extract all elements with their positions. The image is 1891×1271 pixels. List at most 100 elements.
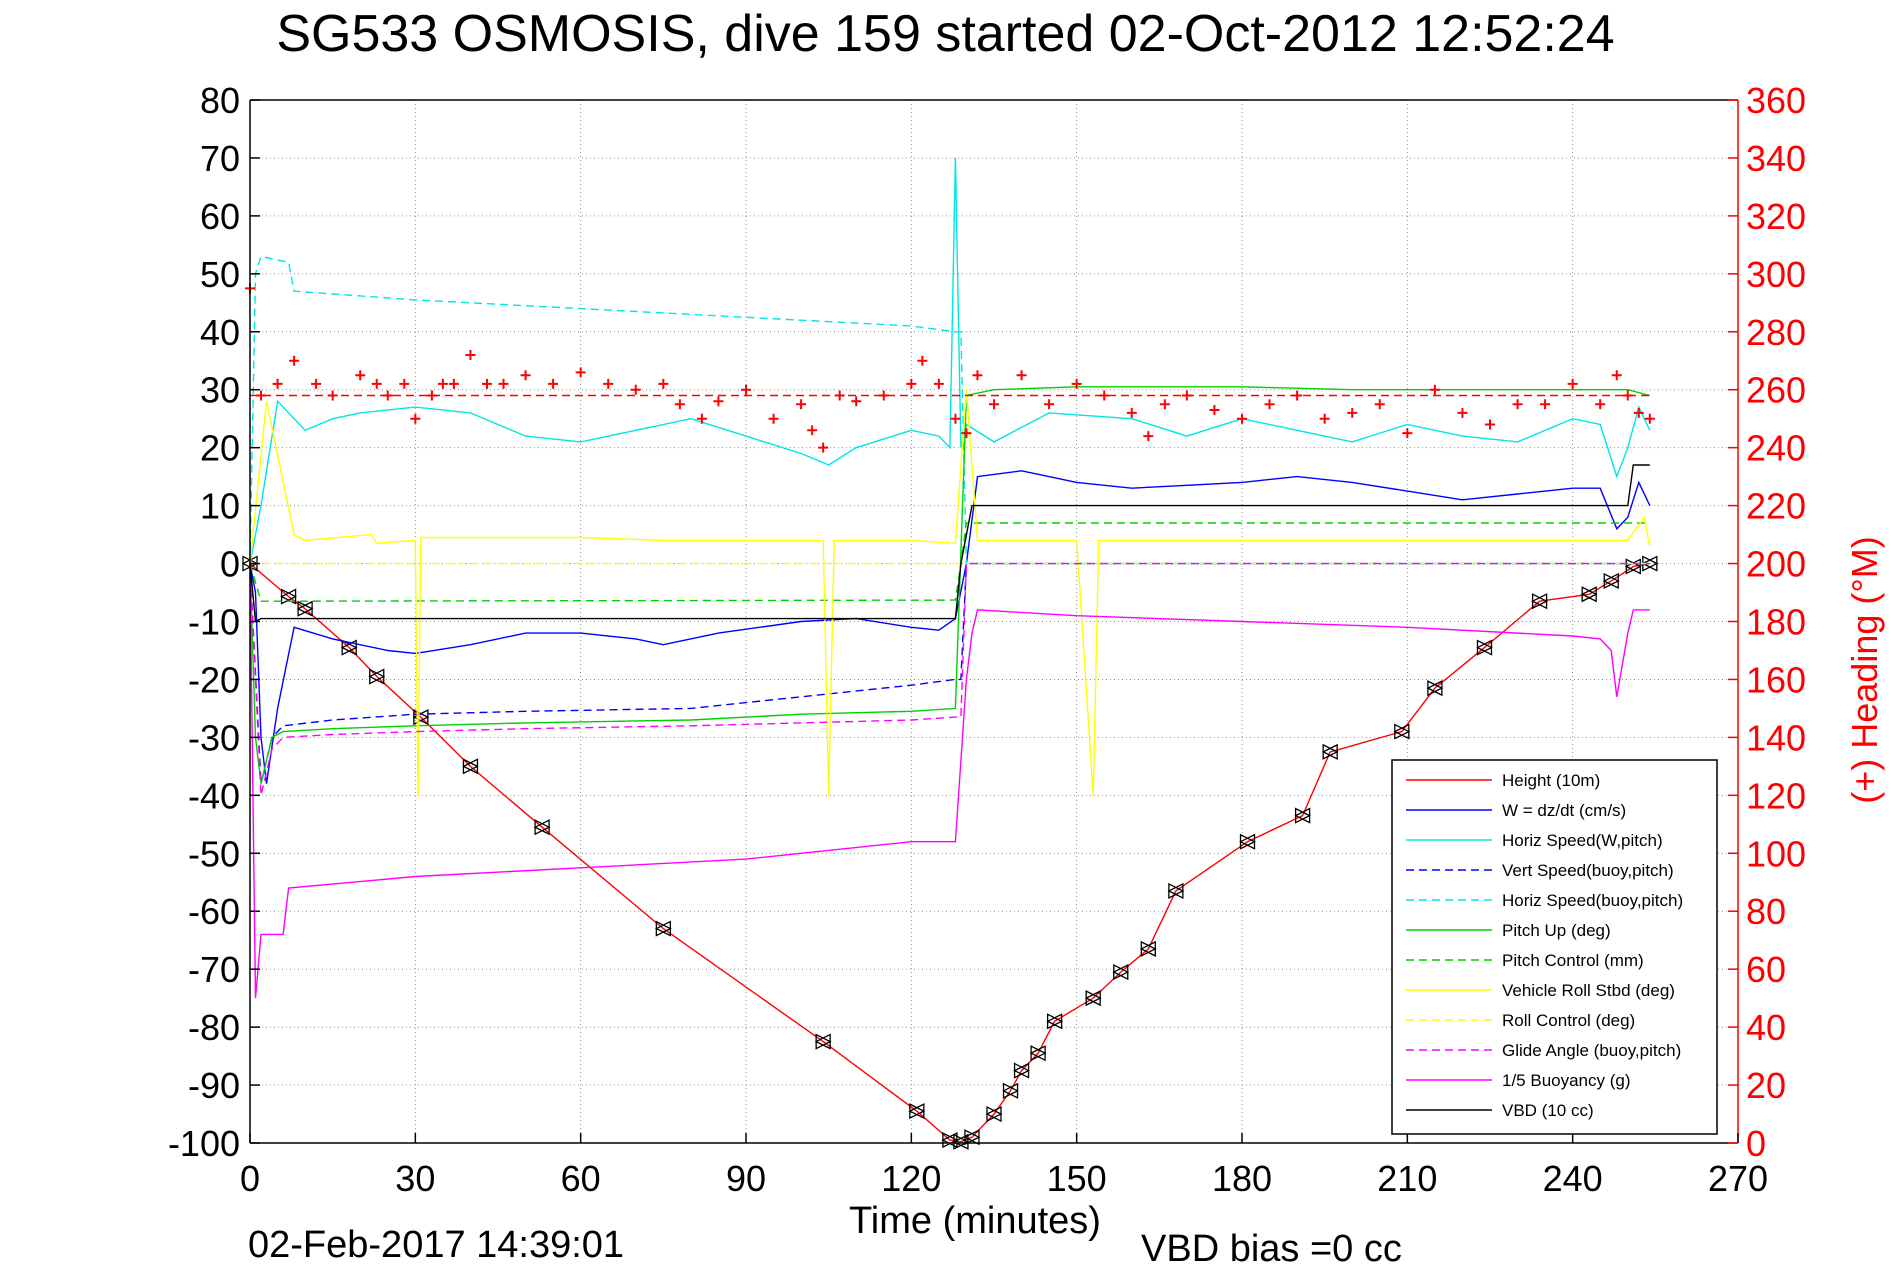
series-line-2	[249, 157, 1651, 564]
y2-tick-label: 280	[1746, 312, 1806, 353]
height-marker	[533, 819, 551, 836]
heading-marker	[410, 413, 421, 424]
heading-marker	[1143, 431, 1154, 442]
heading-marker	[448, 378, 459, 389]
heading-marker	[1264, 399, 1275, 410]
heading-marker	[1595, 399, 1606, 410]
heading-marker	[1374, 399, 1385, 410]
series-line-7	[249, 389, 1651, 796]
y-tick-label: 30	[200, 370, 240, 411]
heading-marker	[630, 384, 641, 395]
legend-entry: Roll Control (deg)	[1502, 1011, 1635, 1030]
heading-marker	[1209, 405, 1220, 416]
heading-marker	[1512, 399, 1523, 410]
heading-marker	[289, 355, 300, 366]
y2-tick-label: 200	[1746, 544, 1806, 585]
height-marker	[1239, 833, 1256, 850]
height-marker	[1139, 940, 1157, 957]
series-line-0	[249, 562, 1650, 1143]
height-marker	[985, 1105, 1003, 1123]
y2-tick-label: 40	[1746, 1007, 1786, 1048]
height-marker	[952, 1133, 970, 1150]
heading-marker	[1633, 407, 1644, 418]
plot-timestamp: 02-Feb-2017 14:39:01	[248, 1224, 625, 1266]
heading-marker	[696, 413, 707, 424]
heading-marker	[1644, 413, 1655, 424]
heading-marker	[933, 378, 944, 389]
height-marker	[1002, 1082, 1019, 1099]
y2-tick-label: 120	[1746, 775, 1806, 816]
heading-marker	[906, 378, 917, 389]
y-tick-label: -50	[188, 833, 240, 874]
heading-marker	[520, 370, 531, 381]
heading-marker	[1402, 428, 1413, 439]
y2-tick-label: 260	[1746, 370, 1806, 411]
series-line-10	[249, 563, 1650, 999]
x-tick-label: 210	[1377, 1158, 1437, 1199]
heading-marker	[437, 378, 448, 389]
heading-marker	[498, 378, 509, 389]
legend-entry: Pitch Control (mm)	[1502, 951, 1644, 970]
heading-marker	[465, 349, 476, 360]
y-tick-label: -60	[188, 891, 240, 932]
y-tick-label: -40	[188, 775, 240, 816]
height-marker	[1393, 723, 1411, 740]
heading-marker	[575, 367, 586, 378]
legend-entry: VBD (10 cc)	[1502, 1101, 1594, 1120]
height-marker	[1084, 990, 1102, 1007]
y2-tick-label: 80	[1746, 891, 1786, 932]
height-marker	[1531, 593, 1549, 610]
heading-marker	[1044, 399, 1055, 410]
height-marker	[368, 668, 386, 685]
x-tick-label: 30	[395, 1158, 435, 1199]
heading-marker	[658, 378, 669, 389]
y-tick-label: 40	[200, 312, 240, 353]
height-marker	[654, 920, 672, 937]
x-tick-label: 0	[240, 1158, 260, 1199]
heading-marker	[311, 378, 322, 389]
heading-marker	[481, 378, 492, 389]
heading-marker	[355, 370, 366, 381]
legend-entry: Vehicle Roll Stbd (deg)	[1502, 981, 1675, 1000]
height-marker	[1602, 572, 1620, 589]
heading-marker	[1347, 407, 1358, 418]
chart-title: SG533 OSMOSIS, dive 159 started 02-Oct-2…	[276, 5, 1615, 63]
heading-marker	[1611, 370, 1622, 381]
y2-tick-label: 340	[1746, 138, 1806, 179]
y-tick-label: 0	[220, 544, 240, 585]
y2-axis-label: (+) Heading (°M)	[1844, 536, 1885, 804]
y-tick-label: -90	[188, 1065, 240, 1106]
legend-entry: Vert Speed(buoy,pitch)	[1502, 861, 1674, 880]
heading-marker	[1071, 378, 1082, 389]
y-tick-label: 60	[200, 196, 240, 237]
y2-tick-label: 160	[1746, 659, 1806, 700]
heading-marker	[713, 396, 724, 407]
heading-marker	[1540, 399, 1551, 410]
height-marker	[908, 1103, 926, 1120]
heading-marker	[917, 355, 928, 366]
heading-marker	[1237, 413, 1247, 424]
height-marker	[1112, 964, 1130, 981]
heading-marker	[961, 428, 972, 439]
heading-marker	[1457, 407, 1468, 418]
y-tick-label: -80	[188, 1007, 240, 1048]
height-marker	[296, 600, 314, 617]
heading-marker	[1159, 399, 1170, 410]
heading-marker	[796, 399, 807, 410]
legend-entry: Horiz Speed(W,pitch)	[1502, 831, 1663, 850]
heading-marker	[741, 384, 751, 395]
legend-entry: Pitch Up (deg)	[1502, 921, 1611, 940]
x-tick-label: 120	[881, 1158, 941, 1199]
legend-entry: Horiz Speed(buoy,pitch)	[1502, 891, 1683, 910]
height-marker	[1426, 680, 1444, 697]
heading-marker	[548, 378, 559, 389]
x-tick-label: 180	[1212, 1158, 1272, 1199]
heading-marker	[989, 399, 999, 410]
y-tick-label: -20	[188, 659, 240, 700]
legend-entry: Height (10m)	[1502, 771, 1600, 790]
y-tick-label: -10	[188, 602, 240, 643]
heading-marker	[1126, 407, 1137, 418]
height-marker	[340, 639, 358, 656]
